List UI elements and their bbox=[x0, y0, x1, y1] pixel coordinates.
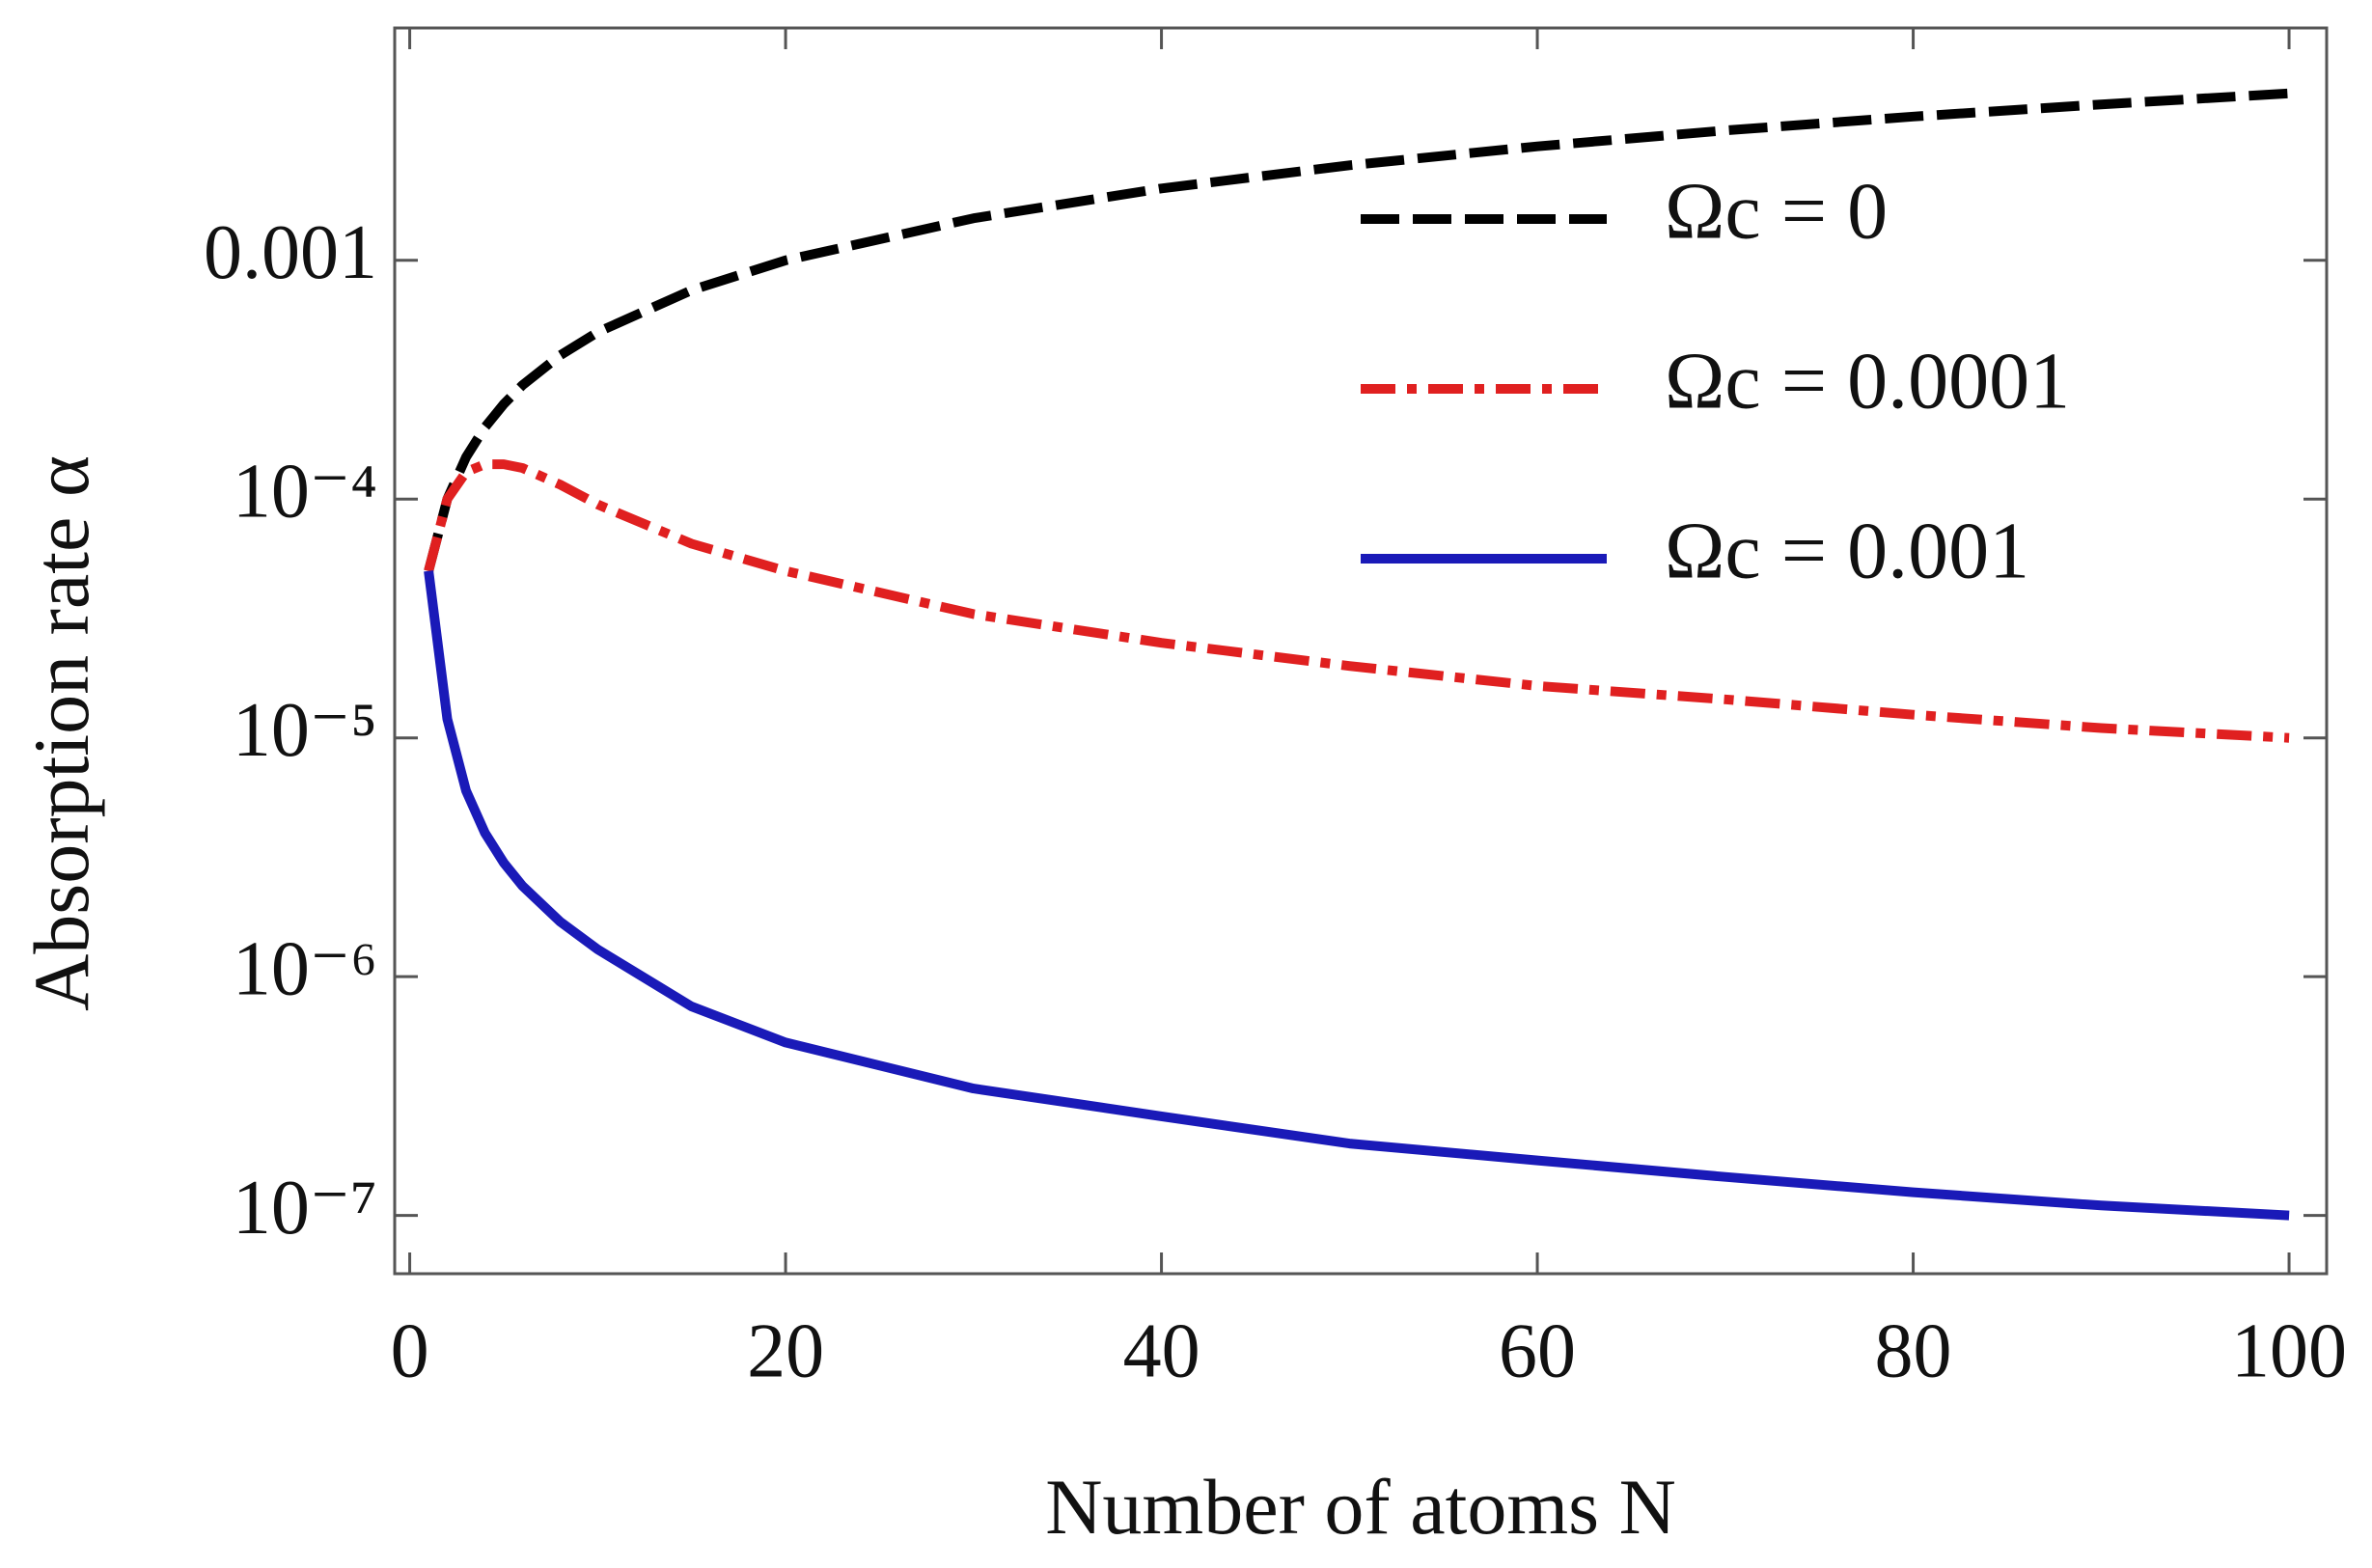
x-tick-label: 100 bbox=[2231, 1308, 2347, 1393]
legend-label: Ωc = 0.0001 bbox=[1665, 336, 2070, 426]
x-tick-label: 0 bbox=[391, 1308, 429, 1393]
y-axis-label: Absorption rate α bbox=[17, 455, 105, 1011]
y-tick-label: 10⁻⁶ bbox=[233, 927, 377, 1012]
y-tick-label: 10⁻⁵ bbox=[233, 688, 377, 773]
y-tick-label: 10⁻⁴ bbox=[233, 450, 377, 535]
data-line bbox=[424, 88, 2290, 572]
legend-label: Ωc = 0 bbox=[1665, 166, 1888, 256]
x-tick-label: 60 bbox=[1499, 1308, 1576, 1393]
x-tick-label: 20 bbox=[747, 1308, 824, 1393]
x-tick-label: 80 bbox=[1875, 1308, 1952, 1393]
y-tick-label: 10⁻⁷ bbox=[233, 1166, 377, 1251]
plot-frame bbox=[393, 26, 2329, 1276]
x-tick-label: 40 bbox=[1123, 1308, 1200, 1393]
legend-label: Ωc = 0.001 bbox=[1665, 506, 2029, 595]
data-line bbox=[424, 570, 2290, 1221]
data-line bbox=[424, 459, 2290, 743]
x-axis-label: Number of atoms N bbox=[1045, 1463, 1676, 1551]
y-tick-label: 0.001 bbox=[204, 210, 377, 295]
